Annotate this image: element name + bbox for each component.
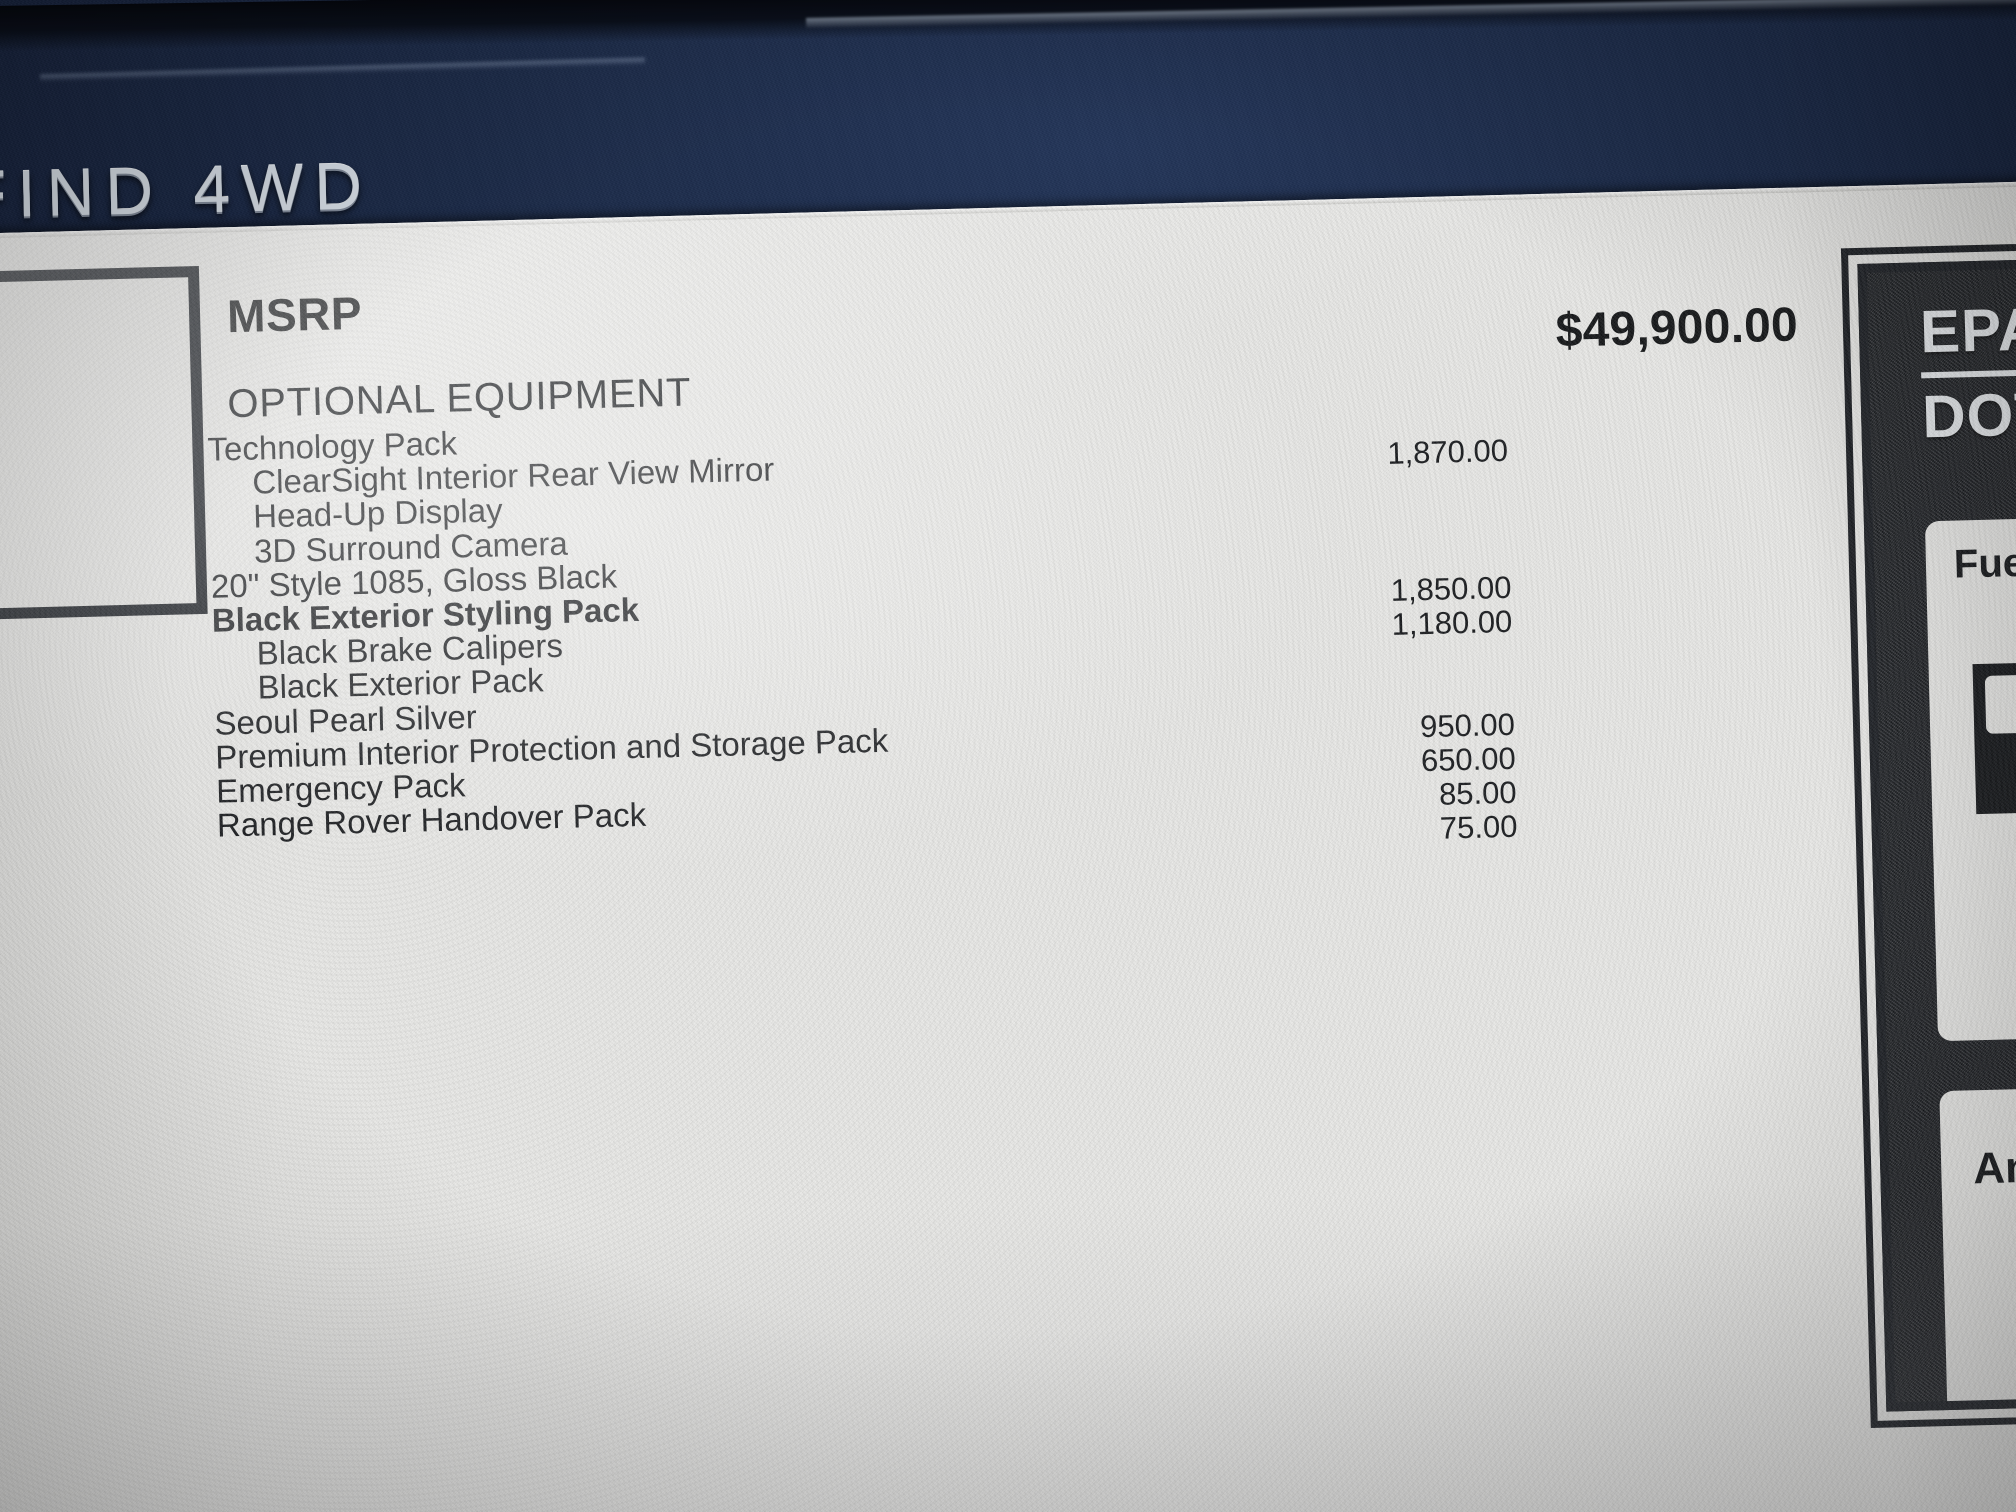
option-price: [1207, 400, 1507, 408]
option-price: 75.00: [1439, 809, 1518, 846]
vehicle-model-badge: FIND 4WD: [0, 148, 374, 232]
msrp-label: MSRP: [226, 286, 363, 343]
msrp-row: MSRP $49,900.00: [226, 250, 1798, 393]
optional-equipment-table: Technology Pack ClearSight Interior Rear …: [207, 392, 1818, 877]
dot-title: DOT: [1921, 380, 2016, 451]
epa-dot-panel: EPA DOT Fuel: [1840, 236, 2016, 1429]
window-sticker: MSRP $49,900.00 OPTIONAL EQUIPMENT Techn…: [0, 177, 2016, 1512]
left-bordered-box: [0, 265, 208, 622]
msrp-value: $49,900.00: [1555, 298, 1799, 358]
epa-dot-panel-inner: EPA DOT Fuel: [1857, 252, 2016, 1412]
epa-title: EPA: [1919, 295, 2016, 366]
fuel-economy-card: Fuel: [1924, 510, 2016, 1042]
fuel-economy-label: Fuel: [1953, 540, 2016, 587]
annual-cost-card: An: [1939, 1080, 2016, 1412]
fuel-pump-icon: [1968, 635, 2016, 834]
annual-cost-label: An: [1972, 1142, 2016, 1194]
sticker-content: MSRP $49,900.00 OPTIONAL EQUIPMENT Techn…: [0, 178, 2016, 1512]
